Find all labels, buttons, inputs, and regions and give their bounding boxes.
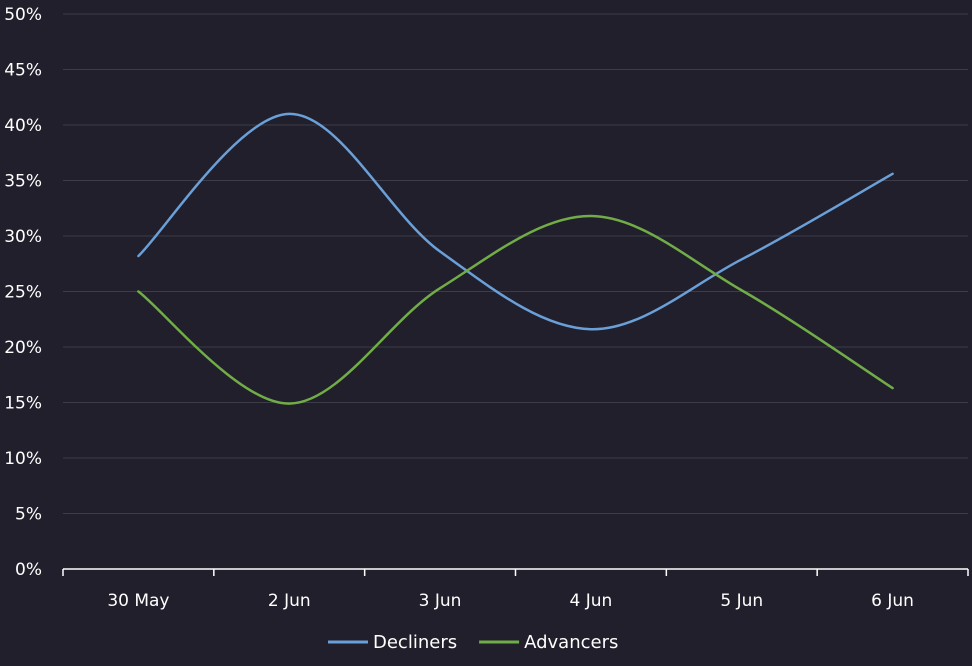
y-tick-label: 40% [4,116,42,136]
y-tick-label: 5% [15,505,42,525]
series-line-advancers [137,214,894,405]
x-axis: 30 May 2 Jun 3 Jun 4 Jun 5 Jun 6 Jun [62,568,969,611]
x-tick-label: 2 Jun [268,591,311,611]
y-tick-label: 25% [4,283,42,303]
y-tick-label: 50% [4,5,42,25]
y-tick-label: 35% [4,172,42,192]
series-lines [137,112,894,405]
x-tick-label: 3 Jun [419,591,462,611]
y-tick-label: 45% [4,61,42,81]
y-tick-label: 10% [4,449,42,469]
y-axis: 0% 5% 10% 15% 20% 25% 30% 35% 40% 45% 50% [4,5,42,580]
y-tick-label: 30% [4,227,42,247]
x-tick-label: 6 Jun [871,591,914,611]
legend-label-advancers: Advancers [524,632,618,653]
legend: Decliners Advancers [328,632,618,653]
y-tick-label: 0% [15,560,42,580]
y-tick-label: 15% [4,394,42,414]
series-line-decliners [137,112,894,331]
gridlines [63,13,968,514]
legend-label-decliners: Decliners [373,632,457,653]
x-tick-label: 4 Jun [570,591,613,611]
x-tick-label: 5 Jun [720,591,763,611]
x-tick-label: 30 May [107,591,169,611]
y-tick-label: 20% [4,338,42,358]
